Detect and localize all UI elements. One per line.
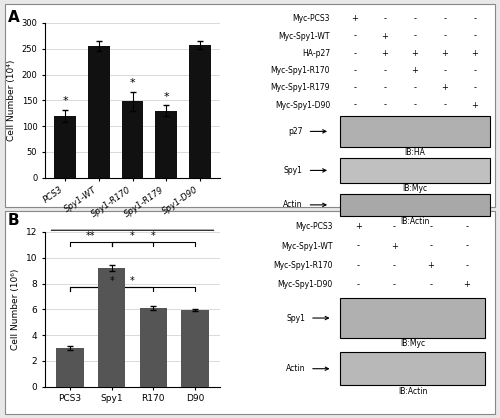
Bar — [54, 116, 76, 178]
Text: -: - — [393, 261, 396, 270]
Text: A: A — [8, 10, 19, 25]
Text: -: - — [466, 242, 468, 250]
Text: -: - — [414, 14, 416, 23]
Text: *: * — [62, 96, 68, 106]
Text: -: - — [393, 222, 396, 231]
Text: Myc-Spy1-WT: Myc-Spy1-WT — [281, 242, 332, 250]
Text: -: - — [474, 32, 476, 41]
Text: IB:Myc: IB:Myc — [402, 184, 427, 193]
Bar — [340, 158, 490, 183]
Text: p27: p27 — [288, 127, 302, 136]
Bar — [5, 211, 495, 414]
Text: -: - — [474, 14, 476, 23]
Text: +: + — [382, 49, 388, 58]
Text: Myc-Spy1-D90: Myc-Spy1-D90 — [275, 101, 330, 110]
Text: -: - — [444, 66, 446, 75]
Text: -: - — [393, 280, 396, 289]
Bar — [340, 298, 485, 338]
Text: *: * — [130, 231, 135, 241]
Bar — [5, 4, 495, 207]
Text: Myc-Spy1-R170: Myc-Spy1-R170 — [270, 66, 330, 75]
Text: -: - — [466, 261, 468, 270]
Text: -: - — [356, 242, 360, 250]
Text: -: - — [414, 83, 416, 92]
Text: IB:Myc: IB:Myc — [400, 339, 425, 349]
Text: IB:Actin: IB:Actin — [398, 387, 427, 396]
Text: +: + — [442, 83, 448, 92]
Text: -: - — [354, 66, 356, 75]
Y-axis label: Cell Number (10⁴): Cell Number (10⁴) — [7, 60, 16, 141]
Text: +: + — [352, 14, 358, 23]
Text: -: - — [384, 83, 386, 92]
Text: HA-p27: HA-p27 — [302, 49, 330, 58]
Bar — [88, 46, 110, 178]
Text: -: - — [354, 49, 356, 58]
Text: -: - — [466, 222, 468, 231]
Text: *: * — [151, 231, 156, 241]
Bar — [98, 268, 125, 387]
Text: -: - — [354, 101, 356, 110]
Text: Actin: Actin — [283, 200, 302, 209]
Text: B: B — [8, 213, 19, 228]
Text: -: - — [444, 101, 446, 110]
Text: IB:HA: IB:HA — [404, 148, 425, 157]
Text: -: - — [384, 14, 386, 23]
Text: +: + — [472, 49, 478, 58]
Text: Myc-Spy1-WT: Myc-Spy1-WT — [278, 32, 330, 41]
Text: -: - — [414, 32, 416, 41]
Text: -: - — [356, 280, 360, 289]
Text: Spy1: Spy1 — [286, 314, 305, 323]
Bar — [340, 194, 490, 216]
Text: -: - — [429, 222, 432, 231]
Text: +: + — [412, 66, 418, 75]
Text: **: ** — [86, 231, 96, 241]
Text: +: + — [382, 32, 388, 41]
Text: Myc-Spy1-D90: Myc-Spy1-D90 — [277, 280, 332, 289]
Text: -: - — [429, 242, 432, 250]
Text: +: + — [442, 49, 448, 58]
Text: -: - — [384, 66, 386, 75]
Bar — [189, 45, 210, 178]
Text: -: - — [414, 101, 416, 110]
Text: IB:Actin: IB:Actin — [400, 217, 430, 226]
Text: -: - — [354, 32, 356, 41]
Text: -: - — [354, 83, 356, 92]
Text: Myc-Spy1-R170: Myc-Spy1-R170 — [273, 261, 332, 270]
Text: Actin: Actin — [286, 364, 305, 373]
Text: *: * — [164, 92, 169, 102]
Text: +: + — [412, 49, 418, 58]
Text: *: * — [130, 79, 136, 89]
Bar — [140, 308, 167, 387]
Text: -: - — [429, 280, 432, 289]
Text: -: - — [356, 261, 360, 270]
Text: Myc-PCS3: Myc-PCS3 — [295, 222, 333, 231]
Text: *: * — [110, 276, 114, 286]
Text: + p27: + p27 — [119, 238, 146, 247]
Text: -: - — [474, 83, 476, 92]
Text: *: * — [130, 276, 135, 286]
Text: +: + — [391, 242, 398, 250]
Text: +: + — [472, 101, 478, 110]
Text: -: - — [474, 66, 476, 75]
Bar — [340, 116, 490, 147]
Bar — [122, 101, 144, 178]
Text: Myc-Spy1-R179: Myc-Spy1-R179 — [270, 83, 330, 92]
Y-axis label: Cell Number (10⁶): Cell Number (10⁶) — [12, 269, 20, 350]
Text: +: + — [464, 280, 470, 289]
Text: Myc-PCS3: Myc-PCS3 — [292, 14, 330, 23]
Bar — [340, 352, 485, 385]
Text: +: + — [354, 222, 362, 231]
Text: -: - — [444, 32, 446, 41]
Bar — [155, 111, 177, 178]
Text: Spy1: Spy1 — [284, 166, 302, 175]
Text: -: - — [384, 101, 386, 110]
Text: -: - — [444, 14, 446, 23]
Text: +: + — [427, 261, 434, 270]
Bar — [56, 348, 84, 387]
Bar — [182, 310, 208, 387]
